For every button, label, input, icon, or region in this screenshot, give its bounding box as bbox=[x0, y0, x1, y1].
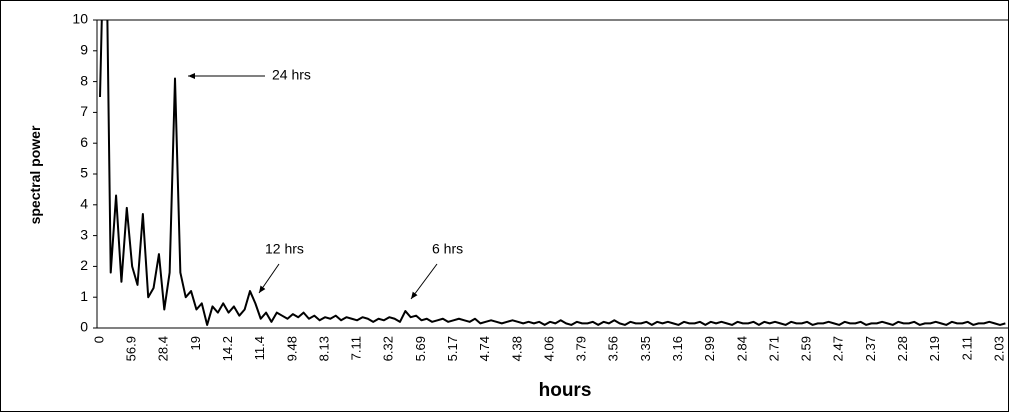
x-tick-label: 14.2 bbox=[220, 336, 235, 361]
x-tick-label: 2.84 bbox=[734, 336, 749, 361]
y-tick-label: 8 bbox=[80, 72, 88, 88]
x-tick-label: 5.69 bbox=[413, 336, 428, 361]
annotation-arrow bbox=[410, 263, 438, 300]
x-tick-label: 2.71 bbox=[766, 336, 781, 361]
x-tick-label: 3.56 bbox=[606, 336, 621, 361]
x-tick-label: 2.11 bbox=[959, 336, 974, 360]
y-tick-label: 5 bbox=[80, 165, 88, 181]
y-tick-label: 9 bbox=[80, 42, 88, 58]
x-tick-label: 2.99 bbox=[702, 336, 717, 361]
x-tick-label: 2.37 bbox=[863, 336, 878, 361]
x-tick-label: 28.4 bbox=[156, 336, 171, 361]
y-tick-label: 0 bbox=[80, 319, 88, 335]
annotation: 12 hrs bbox=[265, 241, 304, 257]
x-tick-label: 7.11 bbox=[349, 336, 364, 360]
x-tick-label: 3.35 bbox=[638, 336, 653, 361]
data-line bbox=[99, 20, 1006, 326]
x-tick-label: 0 bbox=[91, 336, 106, 343]
x-tick-label: 9.48 bbox=[284, 336, 299, 361]
y-tick-label: 7 bbox=[80, 103, 88, 119]
x-tick-label: 2.59 bbox=[799, 336, 814, 361]
y-axis-label: spectral power bbox=[27, 125, 43, 224]
x-tick-label: 4.06 bbox=[541, 336, 556, 361]
x-tick-label: 5.17 bbox=[445, 336, 460, 361]
x-tick-label: 2.47 bbox=[831, 336, 846, 361]
y-tick-label: 6 bbox=[80, 134, 88, 150]
x-tick-label: 2.28 bbox=[895, 336, 910, 361]
x-tick-label: 2.03 bbox=[991, 336, 1006, 361]
x-tick-label: 2.19 bbox=[927, 336, 942, 361]
x-tick-label: 4.74 bbox=[477, 336, 492, 361]
y-tick-label: 1 bbox=[80, 288, 88, 304]
x-tick-label: 3.79 bbox=[574, 336, 589, 361]
annotation: 6 hrs bbox=[432, 241, 463, 257]
x-tick-label: 19 bbox=[188, 336, 203, 350]
x-axis-label: hours bbox=[539, 380, 592, 401]
annotation-arrow bbox=[258, 263, 280, 294]
x-tick-label: 6.32 bbox=[381, 336, 396, 361]
y-tick-label: 4 bbox=[80, 196, 88, 212]
y-tick-label: 3 bbox=[80, 226, 88, 242]
x-tick-label: 4.38 bbox=[509, 336, 524, 361]
x-tick-label: 56.9 bbox=[124, 336, 139, 361]
x-tick-label: 11.4 bbox=[252, 336, 267, 360]
annotation: 24 hrs bbox=[272, 67, 311, 83]
x-tick-label: 3.16 bbox=[670, 336, 685, 361]
x-tick-label: 8.13 bbox=[316, 336, 331, 361]
y-tick-label: 2 bbox=[80, 257, 88, 273]
y-tick-label: 10 bbox=[72, 11, 88, 27]
